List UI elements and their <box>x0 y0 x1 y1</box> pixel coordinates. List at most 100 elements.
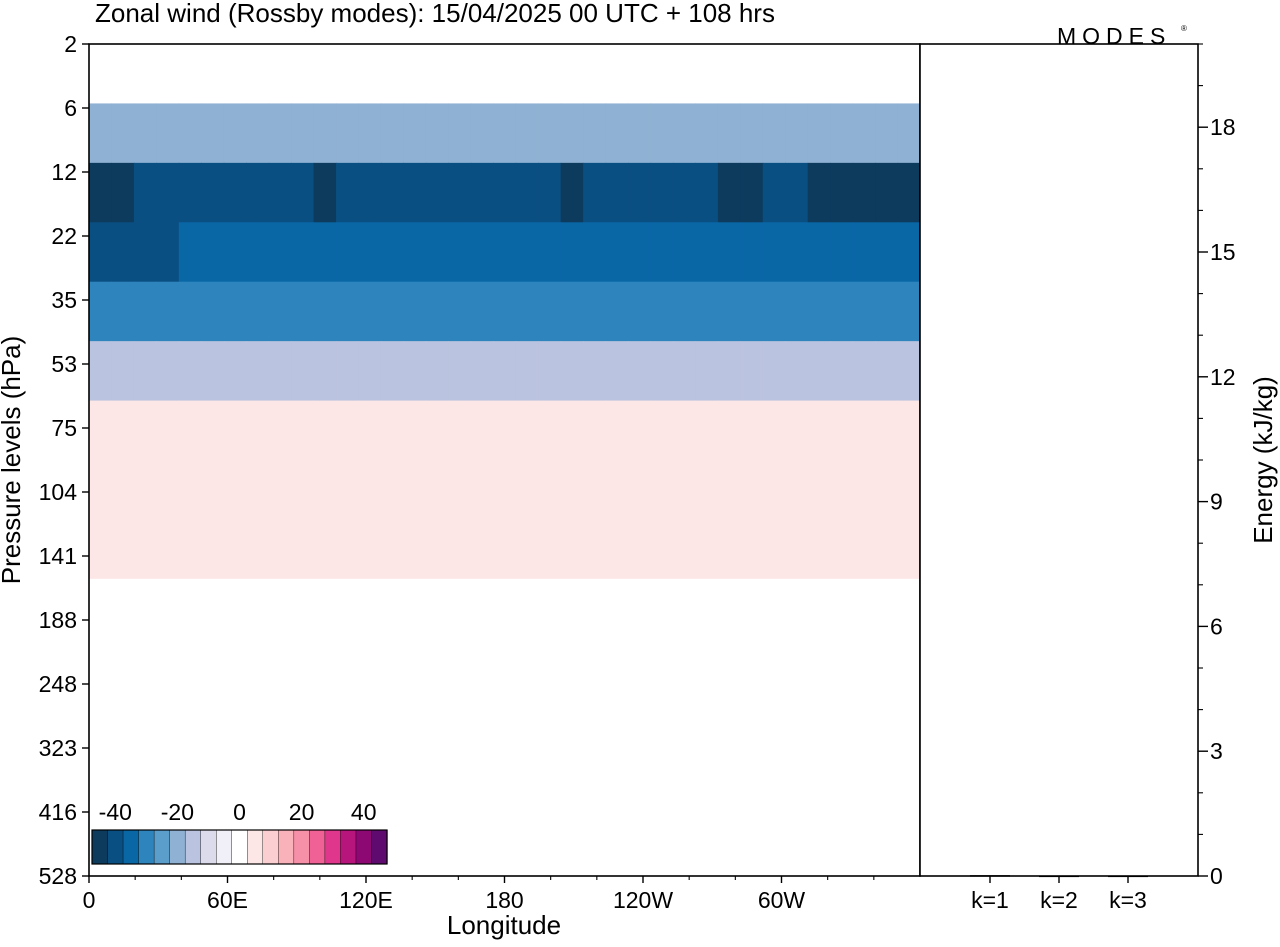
heatmap-cell <box>897 757 920 818</box>
heatmap-cell <box>605 578 629 639</box>
heatmap-cell <box>875 222 899 283</box>
heatmap-cell <box>852 578 876 639</box>
y-tick-label: 35 <box>51 287 77 313</box>
heatmap-cell <box>268 341 292 402</box>
heatmap-cell <box>515 222 539 283</box>
heatmap-cell <box>628 697 652 758</box>
heatmap-cell <box>650 519 674 580</box>
heatmap-cell <box>515 578 539 639</box>
energy-bar <box>970 875 1010 877</box>
heatmap-cell <box>380 281 405 342</box>
heatmap-cell <box>223 519 247 580</box>
heatmap-cell <box>650 697 674 758</box>
heatmap-cell <box>448 460 472 521</box>
heatmap-cell <box>515 281 539 342</box>
heatmap-cell <box>785 44 809 105</box>
heatmap-cell <box>650 281 674 342</box>
heatmap-cell <box>246 578 270 639</box>
heatmap-cell <box>628 757 652 818</box>
heatmap-cell <box>493 697 517 758</box>
heatmap-cell <box>291 460 315 521</box>
heatmap-cell <box>336 281 360 342</box>
energy-tick-label: 6 <box>1210 613 1223 639</box>
colorbar-swatch <box>324 829 342 865</box>
heatmap-cell <box>875 44 899 105</box>
heatmap-cell <box>223 757 247 818</box>
heatmap-cell <box>897 103 920 164</box>
heatmap-cell <box>560 222 584 283</box>
y-tick-label: 2 <box>64 31 77 57</box>
colorbar-swatch <box>293 829 310 865</box>
heatmap-cell <box>762 697 786 758</box>
heatmap-cell <box>762 460 786 521</box>
heatmap-cell <box>268 757 292 818</box>
heatmap-cell <box>178 44 202 105</box>
heatmap-cell <box>268 103 292 164</box>
y-tick-label: 53 <box>51 351 77 377</box>
heatmap-cell <box>672 44 697 105</box>
heatmap-cell <box>291 519 315 580</box>
heatmap-cell <box>156 341 180 402</box>
heatmap-cell <box>403 578 427 639</box>
heatmap-cell <box>336 460 360 521</box>
energy-tick-label: 9 <box>1210 489 1223 515</box>
heatmap-cell <box>313 103 337 164</box>
y-tick-label: 188 <box>39 607 77 633</box>
heatmap-cell <box>156 519 180 580</box>
heatmap-cell <box>785 460 809 521</box>
heatmap-cell <box>717 281 741 342</box>
heatmap-cell <box>425 162 449 223</box>
heatmap-cell <box>380 44 405 105</box>
heatmap-cell <box>672 222 697 283</box>
heatmap-cell <box>762 757 786 818</box>
heatmap-cell <box>515 697 539 758</box>
heatmap-cell <box>762 44 786 105</box>
heatmap-cell <box>717 222 741 283</box>
heatmap-cell <box>650 638 674 699</box>
heatmap-cell <box>358 222 382 283</box>
heatmap-cell <box>201 44 225 105</box>
heatmap-cell <box>493 281 517 342</box>
heatmap-cell <box>133 222 157 283</box>
heatmap-cell <box>717 103 741 164</box>
heatmap-cell <box>448 816 472 876</box>
heatmap-cell <box>448 281 472 342</box>
y-tick-label: 248 <box>39 671 77 697</box>
heatmap-cell <box>695 757 719 818</box>
heatmap-cell <box>515 638 539 699</box>
heatmap-cell <box>246 757 270 818</box>
colorbar-tick-label: -20 <box>161 799 194 825</box>
heatmap-cell <box>246 103 270 164</box>
heatmap-cell <box>111 281 135 342</box>
heatmap-cell <box>336 400 360 461</box>
x-tick-label: 180 <box>485 887 523 913</box>
heatmap-cell <box>852 44 876 105</box>
heatmap-cell <box>740 400 764 461</box>
heatmap-cell <box>515 162 539 223</box>
heatmap-cell <box>89 103 113 164</box>
heatmap-cell <box>156 162 180 223</box>
heatmap-cell <box>695 281 719 342</box>
heatmap-cell <box>89 341 113 402</box>
heatmap-cell <box>133 281 157 342</box>
heatmap-cell <box>313 341 337 402</box>
heatmap-cell <box>740 222 764 283</box>
heatmap-cell <box>470 757 494 818</box>
heatmap-cell <box>740 281 764 342</box>
heatmap-cell <box>201 460 225 521</box>
heatmap-cell <box>605 222 629 283</box>
heatmap-cell <box>336 578 360 639</box>
heatmap-cell <box>156 103 180 164</box>
heatmap-cell <box>852 400 876 461</box>
y-tick-label: 22 <box>51 223 77 249</box>
heatmap-cell <box>583 697 607 758</box>
heatmap-cell <box>268 460 292 521</box>
heatmap-cell <box>425 757 449 818</box>
heatmap-cell <box>268 578 292 639</box>
heatmap-cell <box>740 44 764 105</box>
heatmap-cell <box>695 638 719 699</box>
heatmap-cell <box>830 44 854 105</box>
heatmap-cell <box>740 103 764 164</box>
heatmap-cell <box>583 400 607 461</box>
heatmap-cell <box>313 519 337 580</box>
